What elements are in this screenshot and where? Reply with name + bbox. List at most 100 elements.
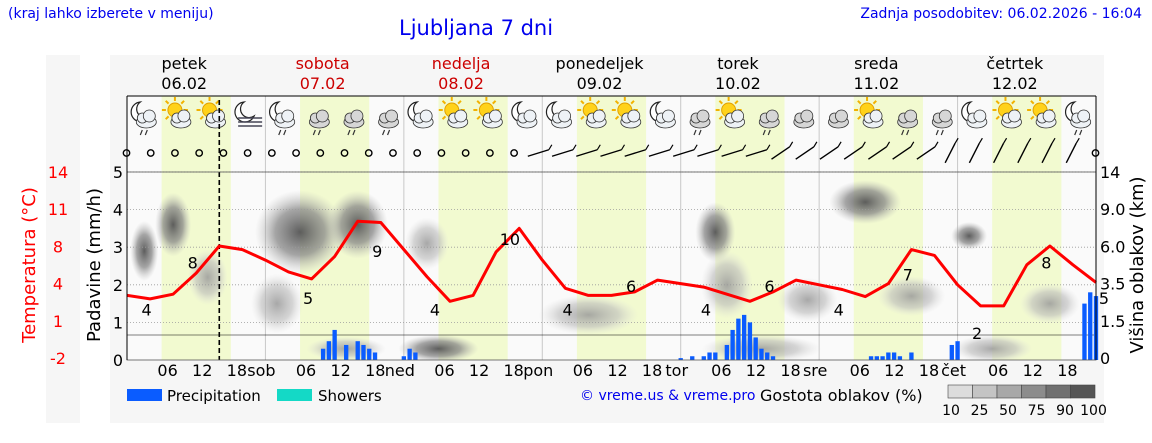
sun-cloud-icon xyxy=(715,97,746,129)
sun-cloud-icon xyxy=(611,97,642,129)
precipitation-bar xyxy=(770,356,776,360)
x-hour-tick: 18 xyxy=(919,361,939,380)
rain-drops xyxy=(347,129,356,136)
precipitation-bar xyxy=(880,356,885,360)
precipitation-legend-swatch xyxy=(127,389,162,401)
temperature-value-label: 8 xyxy=(188,254,198,273)
moon-cloud-icon xyxy=(649,101,676,129)
wind-barb-feather xyxy=(742,144,747,151)
rain-drops xyxy=(381,129,391,136)
cloud-rain-icon xyxy=(378,109,399,136)
precipitation-bar xyxy=(741,314,747,360)
x-hour-tick: 18 xyxy=(642,361,662,380)
temperature-value-label: 5 xyxy=(303,289,313,308)
sun-ray xyxy=(476,115,481,120)
precipitation-bar xyxy=(730,329,735,360)
precipitation-bar xyxy=(949,344,954,360)
sun-ray xyxy=(165,115,170,120)
temperature-value-label: 4 xyxy=(562,301,572,320)
moon-fog-icon xyxy=(234,101,263,127)
wind-calm-mark xyxy=(243,149,252,157)
sun-ray xyxy=(718,100,723,105)
cloud-icon-shape xyxy=(904,109,918,123)
cloud-rain-icon xyxy=(897,109,919,136)
precipitation-bar xyxy=(320,348,326,360)
cloud-density-area xyxy=(250,273,303,334)
x-hour-tick: 18 xyxy=(780,361,800,380)
wind-barb-feather xyxy=(1075,137,1080,144)
showers-legend-label: Showers xyxy=(318,387,382,405)
day-date: 07.02 xyxy=(300,74,346,93)
x-hour-tick: 12 xyxy=(884,361,904,380)
cloud-density-area xyxy=(700,250,753,319)
wind-barb-feather xyxy=(766,144,771,151)
temperature-value-label: 4 xyxy=(141,301,151,320)
x-hour-tick: 06 xyxy=(988,361,1008,380)
wind-barb xyxy=(697,149,719,157)
wind-calm-mark xyxy=(461,149,470,157)
sun-cloud-icon xyxy=(438,97,469,129)
cloud-density-area xyxy=(777,277,838,322)
moon-cloud-rain-icon xyxy=(130,101,157,136)
wind-barb xyxy=(600,149,622,157)
sun-ray xyxy=(199,115,204,120)
day-name: sobota xyxy=(296,54,350,73)
temperature-tick: 4 xyxy=(53,275,63,294)
temperature-value-label: 9 xyxy=(372,242,382,261)
sun-cloud-icon xyxy=(161,97,192,129)
cloud-density-area xyxy=(404,217,449,270)
x-hour-tick: 12 xyxy=(469,361,489,380)
wind-calm-mark xyxy=(146,149,155,157)
showers-legend-swatch xyxy=(277,389,312,401)
moon-cloud-icon xyxy=(407,101,434,129)
day-name: sreda xyxy=(854,54,898,73)
sun-ray xyxy=(857,100,862,105)
precipitation-bar xyxy=(367,348,372,360)
cloud-density-swatch xyxy=(1045,384,1071,399)
wind-barb-feather xyxy=(645,144,650,151)
sun-ray xyxy=(1011,100,1016,105)
precipitation-bar xyxy=(413,352,418,360)
temperature-tick: 1 xyxy=(53,312,63,331)
wind-barb-feather xyxy=(1051,137,1056,144)
cloud-icon-shape xyxy=(454,109,468,123)
rain-drops xyxy=(139,129,148,136)
cloud-icon-shape xyxy=(523,109,537,123)
rain-drops xyxy=(1074,129,1083,136)
sun-ray xyxy=(457,100,462,105)
sun-ray xyxy=(1030,115,1035,120)
cloud-rain-icon xyxy=(343,109,365,136)
wind-calm-mark xyxy=(171,149,179,157)
wind-barb-feather xyxy=(837,141,842,148)
wind-barb xyxy=(672,149,695,157)
daylight-band xyxy=(853,96,923,360)
cloud-icon xyxy=(828,109,849,129)
wind-calm-mark xyxy=(195,149,204,157)
cloud-density-area xyxy=(951,221,988,250)
rain-drops xyxy=(278,129,287,136)
wind-barb-feather xyxy=(572,144,577,151)
precipitation-bar xyxy=(886,352,891,360)
x-day-tick: sre xyxy=(803,361,827,380)
cloud-density-area xyxy=(695,202,736,263)
cloud-density-area xyxy=(952,334,1033,360)
day-date: 06.02 xyxy=(161,74,207,93)
wind-barb xyxy=(1065,142,1077,164)
precipitation-bar xyxy=(753,337,758,360)
cloud-icon-shape xyxy=(731,109,745,123)
cloud-height-tick: 0 xyxy=(1100,349,1110,368)
temperature-tick: -2 xyxy=(50,349,66,368)
cloud-icon-shape xyxy=(869,109,883,123)
x-day-tick: pon xyxy=(523,361,553,380)
day-name: torek xyxy=(717,54,759,73)
wind-barb-feather xyxy=(693,144,698,151)
wind-barb-feather xyxy=(669,144,674,151)
rain-drops xyxy=(935,129,944,136)
wind-barb-feather xyxy=(910,141,915,148)
precipitation-bar xyxy=(355,341,360,360)
sun-ray xyxy=(215,100,220,105)
rain-drops xyxy=(762,129,771,136)
wind-calm-mark xyxy=(437,149,446,157)
wind-barb-feather xyxy=(886,141,891,148)
cloud-icon-shape xyxy=(315,109,329,123)
